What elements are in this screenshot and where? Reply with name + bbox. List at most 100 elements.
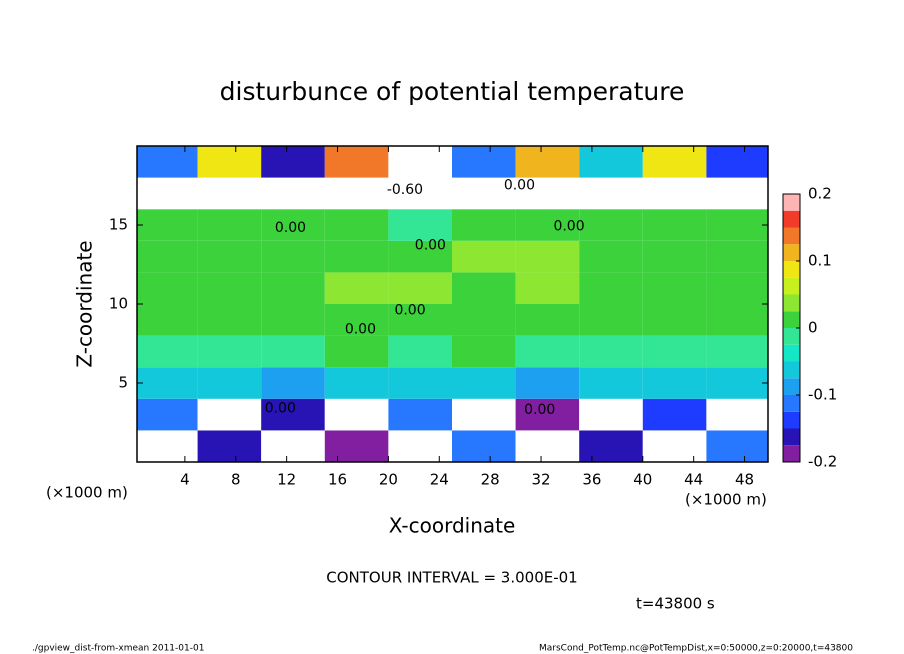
heatmap-cell bbox=[706, 335, 768, 368]
heatmap-cell bbox=[388, 146, 452, 178]
heatmap-cell bbox=[706, 430, 768, 462]
contour-label: 0.00 bbox=[553, 219, 584, 235]
heatmap-cell bbox=[324, 272, 389, 304]
heatmap-cell bbox=[388, 335, 452, 368]
heatmap-cell bbox=[137, 177, 198, 210]
heatmap-cell bbox=[515, 367, 580, 399]
heatmap-cell bbox=[706, 272, 768, 304]
heatmap-cell bbox=[579, 398, 643, 431]
x-unit-label: (×1000 m) bbox=[685, 491, 767, 509]
heatmap-cell bbox=[137, 430, 198, 462]
heatmap-cell bbox=[579, 430, 643, 462]
contour-label: 0.00 bbox=[415, 238, 446, 254]
time-label: t=43800 s bbox=[636, 595, 715, 613]
heatmap-cell bbox=[324, 430, 389, 462]
heatmap-cell bbox=[261, 367, 325, 399]
colorbar-segment bbox=[783, 361, 800, 379]
heatmap-cell bbox=[137, 146, 198, 178]
colorbar-segment bbox=[783, 227, 800, 245]
contour-label: 0.00 bbox=[524, 402, 555, 418]
heatmap-cell bbox=[579, 209, 643, 241]
heatmap-cell bbox=[324, 304, 389, 336]
heatmap-cell bbox=[515, 240, 580, 273]
heatmap-cell bbox=[261, 335, 325, 368]
x-tick-label: 20 bbox=[379, 471, 398, 489]
heatmap-cell bbox=[137, 367, 198, 399]
heatmap-cell bbox=[261, 146, 325, 178]
x-axis-label: X-coordinate bbox=[389, 514, 516, 538]
heatmap-cell bbox=[642, 398, 707, 431]
colorbar-segment bbox=[783, 194, 800, 211]
heatmap-cell bbox=[452, 272, 516, 304]
heatmap-cell bbox=[706, 177, 768, 210]
heatmap-cell bbox=[324, 146, 389, 178]
heatmap-cell bbox=[579, 177, 643, 210]
heatmap-cell bbox=[452, 209, 516, 241]
colorbar-segment bbox=[783, 411, 800, 429]
heatmap-cell bbox=[642, 304, 707, 336]
heatmap-cell bbox=[324, 240, 389, 273]
colorbar-segment bbox=[783, 261, 800, 278]
heatmap-cell bbox=[261, 304, 325, 336]
heatmap-cell bbox=[515, 398, 580, 431]
y-axis-label: Z-coordinate bbox=[73, 240, 97, 367]
heatmap-cell bbox=[137, 272, 198, 304]
heatmap-cell bbox=[197, 335, 262, 368]
heatmap-cell bbox=[261, 177, 325, 210]
colorbar-segment bbox=[783, 277, 800, 295]
colorbar-segment bbox=[783, 344, 800, 362]
heatmap-cell bbox=[452, 430, 516, 462]
heatmap-cell bbox=[197, 240, 262, 273]
heatmap-cell bbox=[261, 240, 325, 273]
heatmap-cell bbox=[515, 146, 580, 178]
heatmap-cell bbox=[388, 272, 452, 304]
colorbar-segment bbox=[783, 210, 800, 228]
colorbar-segment bbox=[783, 378, 800, 395]
heatmap-cell bbox=[706, 304, 768, 336]
heatmap-cell bbox=[261, 398, 325, 431]
heatmap-cell bbox=[197, 398, 262, 431]
heatmap-cell bbox=[706, 240, 768, 273]
heatmap-cell bbox=[137, 304, 198, 336]
colorbar-segment bbox=[783, 428, 800, 446]
x-tick-label: 8 bbox=[231, 471, 241, 489]
colorbar-tick-label: -0.2 bbox=[808, 453, 837, 471]
heatmap-cell bbox=[452, 367, 516, 399]
heatmap-cell bbox=[515, 304, 580, 336]
heatmap-cell bbox=[197, 272, 262, 304]
x-tick-label: 16 bbox=[328, 471, 347, 489]
heatmap-cell bbox=[515, 177, 580, 210]
x-tick-label: 28 bbox=[481, 471, 500, 489]
heatmap-cell bbox=[388, 177, 452, 210]
heatmap-cell bbox=[515, 335, 580, 368]
heatmap-cell bbox=[642, 240, 707, 273]
heatmap-cell bbox=[642, 430, 707, 462]
footer-left: ./gpview_dist-from-xmean 2011-01-01 bbox=[32, 644, 204, 654]
colorbar-segment bbox=[783, 244, 800, 261]
y-tick-label: 15 bbox=[109, 216, 128, 234]
heatmap-cell bbox=[197, 367, 262, 399]
heatmap-cell bbox=[642, 146, 707, 178]
heatmap-cell bbox=[452, 240, 516, 273]
heatmap-cell bbox=[137, 209, 198, 241]
contour-label: 0.00 bbox=[265, 400, 296, 416]
x-tick-label: 32 bbox=[531, 471, 550, 489]
heatmap-cell bbox=[388, 398, 452, 431]
contour-label: 0.00 bbox=[394, 302, 425, 318]
heatmap-cell bbox=[642, 177, 707, 210]
heatmap-cell bbox=[452, 304, 516, 336]
heatmap-cell bbox=[579, 304, 643, 336]
heatmap-cell bbox=[706, 367, 768, 399]
heatmap-cell bbox=[452, 146, 516, 178]
heatmap-cell bbox=[579, 367, 643, 399]
heatmap-cell bbox=[388, 240, 452, 273]
footer-right: MarsCond_PotTemp.nc@PotTempDist,x=0:5000… bbox=[539, 644, 853, 654]
colorbar-tick-label: -0.1 bbox=[808, 386, 837, 404]
heatmap-cell bbox=[642, 367, 707, 399]
heatmap-cell bbox=[197, 209, 262, 241]
heatmap-cell bbox=[388, 304, 452, 336]
heatmap-cell bbox=[642, 272, 707, 304]
heatmap-cell bbox=[324, 209, 389, 241]
